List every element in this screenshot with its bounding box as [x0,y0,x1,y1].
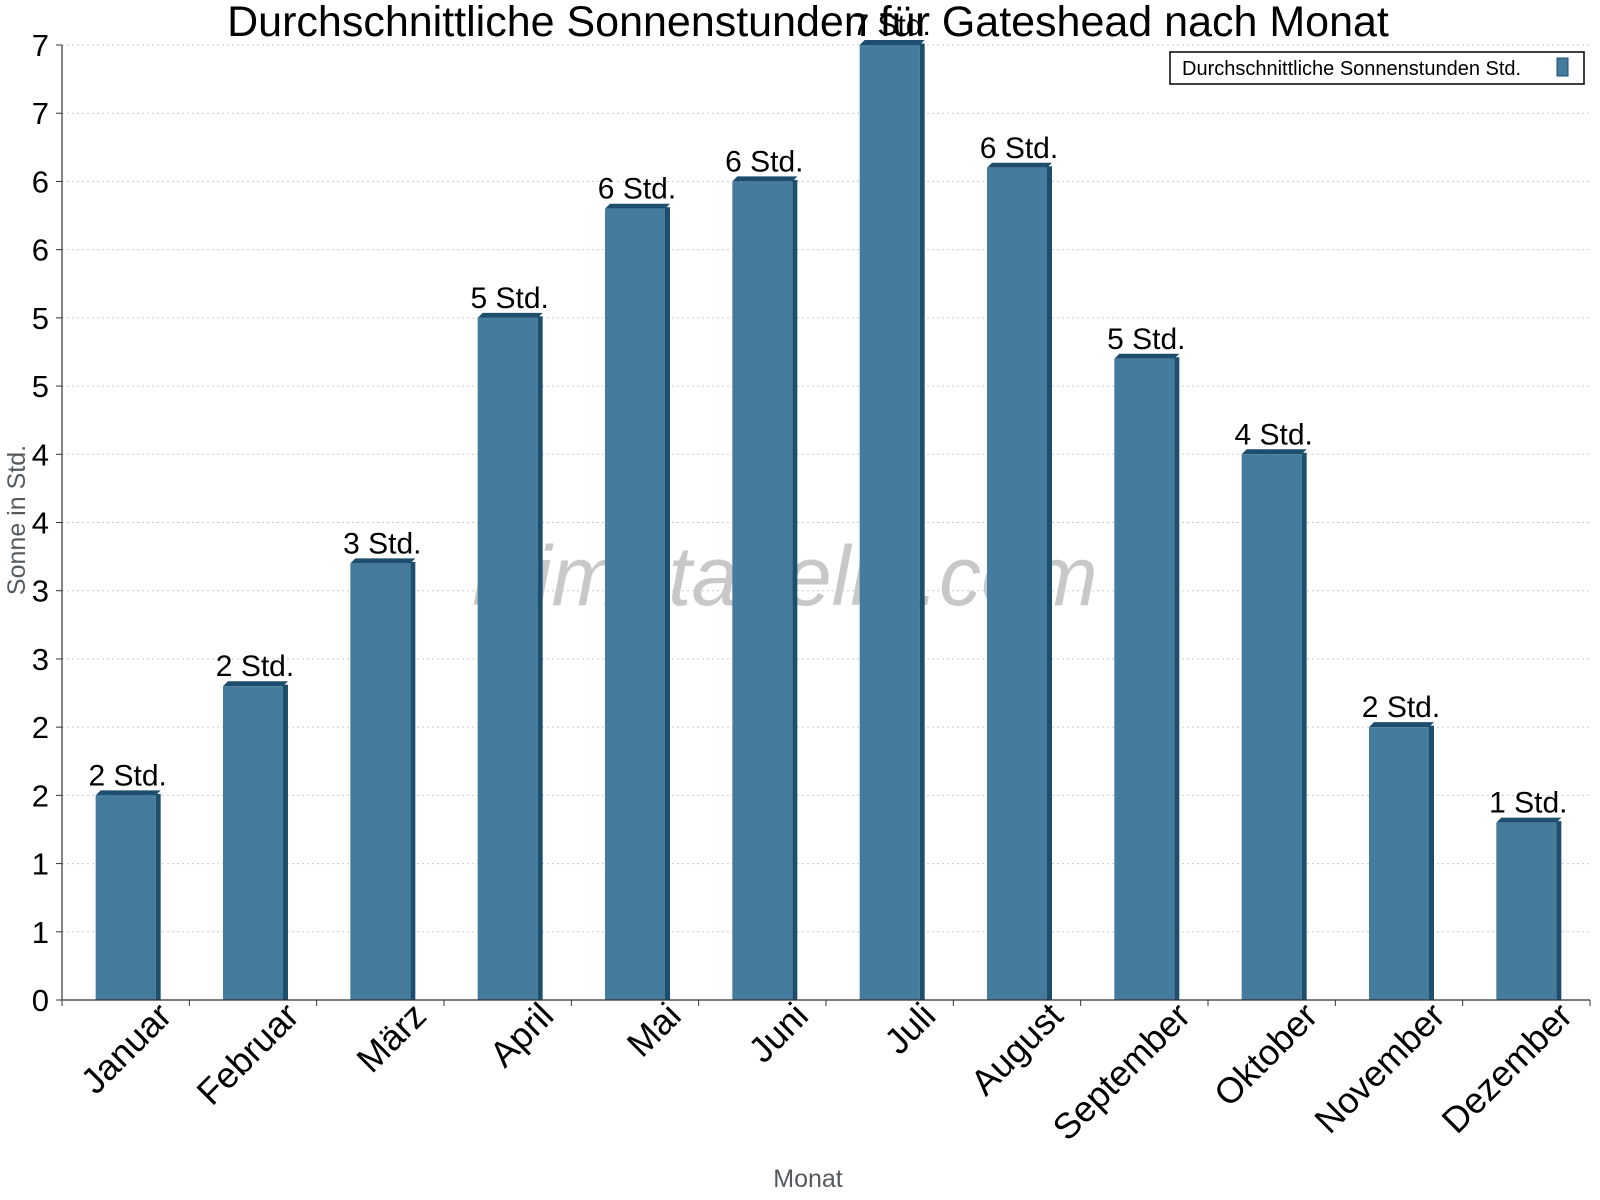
x-axis-ticks: Januar Februar März April Mai Juni Juli AugustS… [61,995,1591,1149]
y-tick-label: 2 [32,778,49,813]
bar [859,45,920,1000]
bar-top [223,681,288,687]
y-tick-label: 6 [32,164,49,199]
grid-lines [62,44,1590,933]
bar [605,208,665,1000]
y-tick-label: 2 [32,710,49,745]
data-label: 5 Std. [470,282,548,315]
bar-top [987,162,1052,168]
bars: 2 Std. 2 Std. 3 Std. 5 Std. 6 Std. 6 Std. 7 St… [88,9,1568,1001]
y-tick-label: 4 [32,506,49,541]
bar-side [410,561,416,1000]
x-tick-label: Januar [72,995,179,1102]
y-tick-label: 5 [32,369,49,404]
y-tick-label: 7 [32,96,49,131]
bar-side [1429,725,1434,1000]
bar [1241,454,1302,1000]
bar [1114,358,1175,1000]
data-label: 6 Std. [725,145,803,178]
x-tick-label: Juni [740,995,816,1071]
y-tick-label: 7 [32,28,49,63]
data-label: 5 Std. [1107,323,1185,356]
bar-top [859,40,925,45]
x-tick-label: April [481,995,561,1075]
chart-title: Durchschnittliche Sonnenstunden für Gate… [227,0,1389,46]
y-tick-label: 1 [32,915,49,950]
bar [477,317,538,1000]
bar-top [1241,449,1307,455]
bar-side [1301,452,1307,1000]
legend: Durchschnittliche Sonnenstunden Std. [1169,51,1585,85]
bar-side [665,207,670,1000]
x-tick-label: Februar [189,995,307,1113]
bar [1369,727,1429,1000]
bar [95,795,156,1000]
x-tick-label: November [1306,995,1452,1141]
x-tick-label: Dezember [1434,995,1580,1141]
bar [987,167,1047,1001]
legend-swatch [1556,57,1569,77]
bar-side [919,43,925,1000]
x-tick-label: Mai [619,995,689,1065]
data-label: 6 Std. [598,173,676,206]
y-tick-label: 3 [32,642,49,677]
data-label: 2 Std. [1362,691,1440,724]
bar-side [537,316,543,1000]
legend-label: Durchschnittliche Sonnenstunden Std. [1182,58,1521,80]
x-tick-label: März [348,995,434,1081]
bar-top [605,203,670,209]
bar-top [732,176,798,182]
bar [1496,822,1557,1000]
data-label: 7 Std. [852,9,930,42]
bar-side [1556,821,1562,1000]
bar-top [1114,353,1180,359]
legend-box [1169,51,1585,85]
bar-side [155,793,161,1000]
data-label: 2 Std. [88,759,166,792]
data-label: 1 Std. [1489,787,1567,820]
data-label: 6 Std. [980,132,1058,165]
y-tick-label: 1 [32,847,49,882]
bar [732,181,793,1000]
bar-side [1174,357,1180,1000]
y-tick-label: 0 [32,983,49,1018]
bar-side [1047,166,1052,1001]
bar-top [350,558,416,564]
data-label: 4 Std. [1234,418,1312,451]
x-axis-label: Monat [773,1165,843,1193]
data-label: 2 Std. [216,650,294,683]
bar [350,563,411,1000]
bar [223,686,283,1000]
bar-top [95,790,161,796]
y-tick-label: 5 [32,301,49,336]
y-axis-label: Sonne in Std. [3,445,31,595]
x-tick-label: September [1044,995,1198,1149]
x-tick-label: Juli [876,995,943,1062]
bar-side [283,684,288,1000]
x-tick-label: August [962,995,1070,1103]
y-tick-label: 4 [32,437,49,472]
y-tick-label: 3 [32,574,49,609]
x-tick-label: Oktober [1206,995,1326,1115]
bar-side [792,179,798,1000]
bar-top [1496,817,1562,823]
bar-top [1369,722,1434,728]
axes [61,45,1590,1001]
y-axis-ticks: 0 1 1 2 2 3 3 4 4 5 5 6 6 7 7 [32,28,62,1018]
bar-top [477,312,543,318]
data-label: 3 Std. [343,527,421,560]
y-tick-label: 6 [32,233,49,268]
